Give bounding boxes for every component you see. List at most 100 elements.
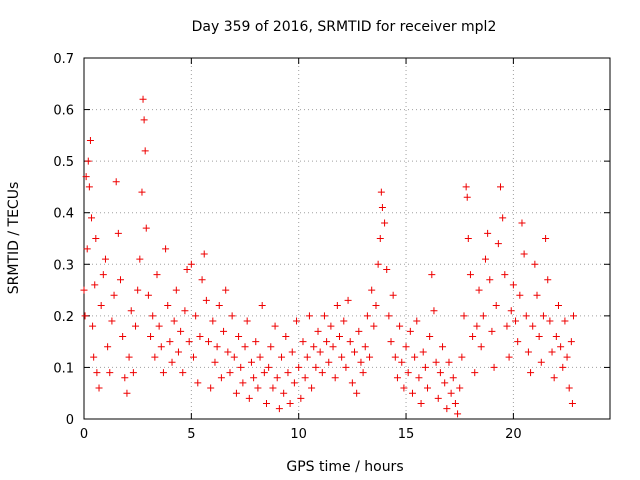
data-point <box>293 317 301 325</box>
data-point <box>114 229 122 237</box>
data-point <box>355 327 363 335</box>
data-point <box>147 332 155 340</box>
data-point <box>327 322 335 330</box>
data-point <box>486 276 494 284</box>
data-point <box>162 245 170 253</box>
data-point <box>192 312 200 320</box>
data-point <box>445 358 453 366</box>
data-point <box>353 389 361 397</box>
data-point <box>338 353 346 361</box>
data-point <box>505 353 513 361</box>
data-point <box>501 271 509 279</box>
data-point <box>177 327 185 335</box>
y-tick-label: 0 <box>66 413 74 428</box>
data-point <box>81 312 89 320</box>
data-point <box>419 348 427 356</box>
data-point <box>348 379 356 387</box>
data-point <box>329 343 337 351</box>
data-point <box>469 332 477 340</box>
data-point <box>183 265 191 273</box>
data-point <box>141 147 149 155</box>
data-point <box>359 369 367 377</box>
data-point <box>101 255 109 263</box>
data-point <box>516 291 524 299</box>
data-point <box>539 312 547 320</box>
data-point <box>235 332 243 340</box>
data-point <box>484 229 492 237</box>
data-point <box>295 363 303 371</box>
x-tick-label: 20 <box>505 427 522 442</box>
data-point <box>514 338 522 346</box>
data-point <box>224 348 232 356</box>
data-point <box>252 338 260 346</box>
data-point <box>357 358 365 366</box>
data-point <box>250 374 258 382</box>
data-point <box>346 338 354 346</box>
data-point <box>211 358 219 366</box>
data-point <box>377 188 385 196</box>
data-point <box>189 353 197 361</box>
data-point <box>121 374 129 382</box>
data-point <box>464 235 472 242</box>
data-point <box>370 322 378 330</box>
data-point <box>351 348 359 356</box>
data-point <box>413 317 421 325</box>
data-point <box>396 322 404 330</box>
data-point <box>243 317 251 325</box>
data-point <box>421 363 429 371</box>
data-point <box>518 219 526 227</box>
data-point <box>426 332 434 340</box>
data-point <box>503 322 511 330</box>
data-point <box>567 338 575 346</box>
data-point <box>325 358 333 366</box>
data-point <box>430 307 438 315</box>
data-point <box>333 302 341 310</box>
data-point <box>568 400 576 408</box>
data-point <box>546 317 554 325</box>
y-tick-label: 0.6 <box>53 104 74 119</box>
data-point <box>316 348 324 356</box>
data-point <box>230 353 238 361</box>
data-point <box>179 369 187 377</box>
data-point <box>320 312 328 320</box>
data-point <box>507 307 515 315</box>
data-point <box>90 353 98 361</box>
data-point <box>106 369 114 377</box>
data-point <box>308 384 316 392</box>
plot-frame <box>83 57 611 420</box>
data-point <box>282 332 290 340</box>
data-point <box>157 343 165 351</box>
data-point <box>159 369 167 377</box>
data-point <box>529 322 537 330</box>
data-point <box>202 296 210 304</box>
x-tick-label: 5 <box>187 427 195 442</box>
data-point <box>542 235 550 242</box>
data-point <box>140 116 148 124</box>
data-point <box>458 353 466 361</box>
data-point <box>88 214 96 222</box>
data-point <box>215 302 223 310</box>
data-point <box>434 394 442 402</box>
data-point <box>381 219 389 227</box>
data-point <box>462 183 470 191</box>
data-point <box>402 343 410 351</box>
data-point <box>239 379 247 387</box>
data-point <box>256 353 264 361</box>
data-point <box>228 312 236 320</box>
data-point <box>492 302 500 310</box>
data-point <box>269 384 277 392</box>
data-point <box>550 374 558 382</box>
data-point <box>194 379 202 387</box>
data-point <box>335 332 343 340</box>
data-point <box>372 302 380 310</box>
data-point <box>92 235 100 242</box>
data-point <box>273 374 281 382</box>
data-point <box>527 369 535 377</box>
data-point <box>331 374 339 382</box>
data-point <box>537 358 545 366</box>
data-point <box>123 389 131 397</box>
data-point <box>149 312 157 320</box>
data-point <box>559 363 567 371</box>
data-point <box>91 281 99 289</box>
data-point <box>481 255 489 263</box>
